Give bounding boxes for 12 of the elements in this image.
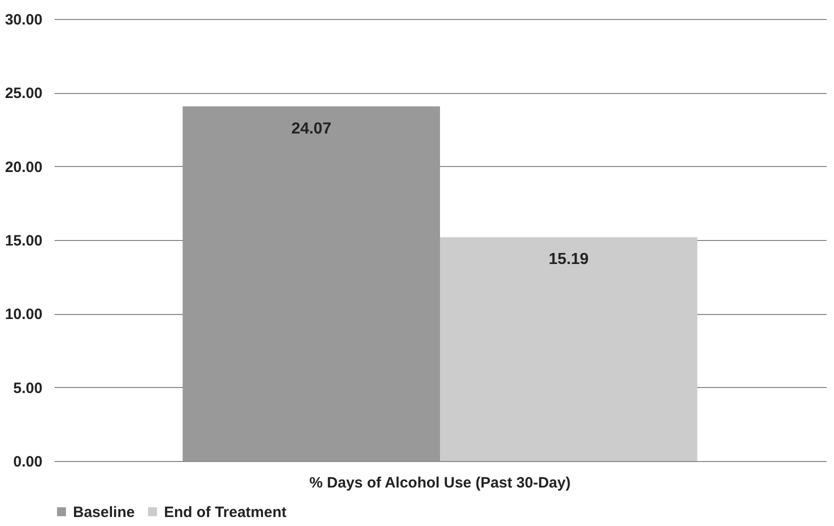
y-tick-label: 5.00 <box>13 380 42 397</box>
y-tick-label: 30.00 <box>4 12 42 28</box>
legend-label: Baseline <box>73 504 135 521</box>
y-tick-label: 10.00 <box>4 306 42 324</box>
y-tick-label: 0.00 <box>13 454 42 470</box>
y-tick-label: 25.00 <box>4 85 42 102</box>
x-tick-label: % Days of Alcohol Use (Past 30-Day) <box>309 474 571 492</box>
data-label: 24.07 <box>291 120 332 138</box>
y-tick-label: 15.00 <box>4 232 42 250</box>
legend-label: End of Treatment <box>164 504 287 521</box>
y-tick-label: 20.00 <box>4 158 42 176</box>
data-label: 15.19 <box>548 251 589 268</box>
